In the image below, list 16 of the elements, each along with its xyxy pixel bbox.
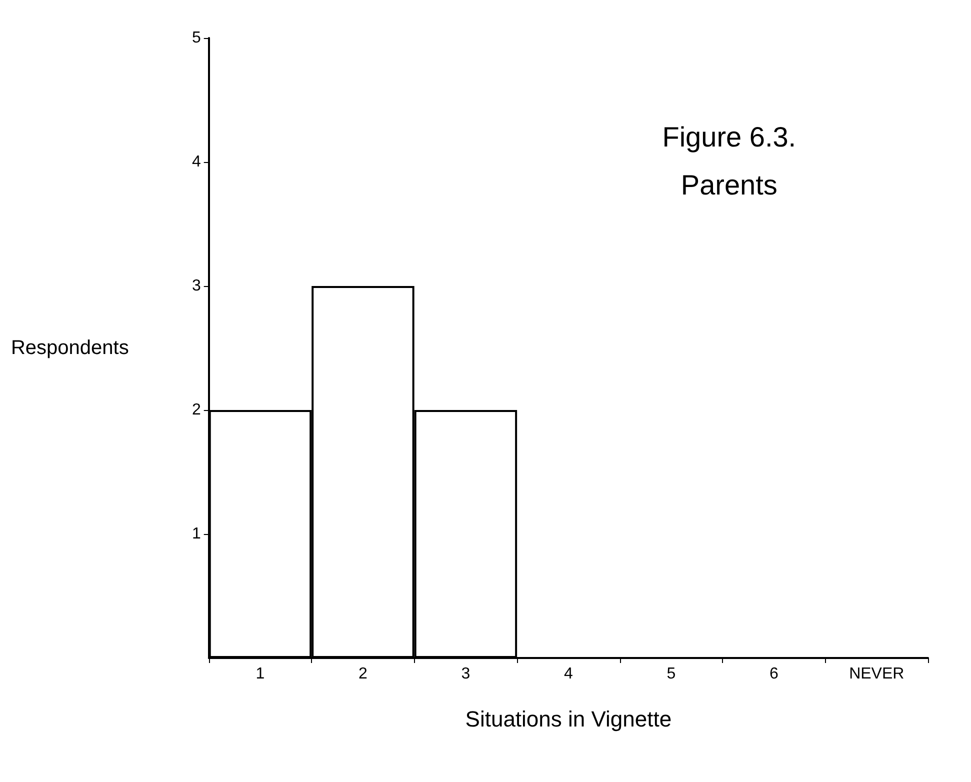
x-tick-label: 1	[256, 666, 265, 682]
y-tick-label: 3	[192, 278, 201, 294]
y-tick-label: 4	[192, 154, 201, 170]
text: Figure 6.3.	[662, 122, 796, 152]
text: Parents	[680, 170, 778, 200]
x-tick-label: 2	[358, 666, 368, 682]
x-tick-label: 5	[666, 666, 676, 682]
y-tick-label: 1	[192, 526, 201, 542]
x-axis-title: Situations in Vignette	[465, 706, 672, 732]
x-tick-label: 3	[461, 666, 470, 682]
x-tick-label: NEVER	[849, 666, 904, 682]
x-tick-label: 4	[564, 666, 573, 682]
y-axis-title: Respondents	[10, 337, 129, 359]
y-tick-label: 2	[192, 402, 201, 418]
y-tick-label: 5	[192, 30, 201, 46]
x-tick-label: 6	[769, 666, 778, 682]
